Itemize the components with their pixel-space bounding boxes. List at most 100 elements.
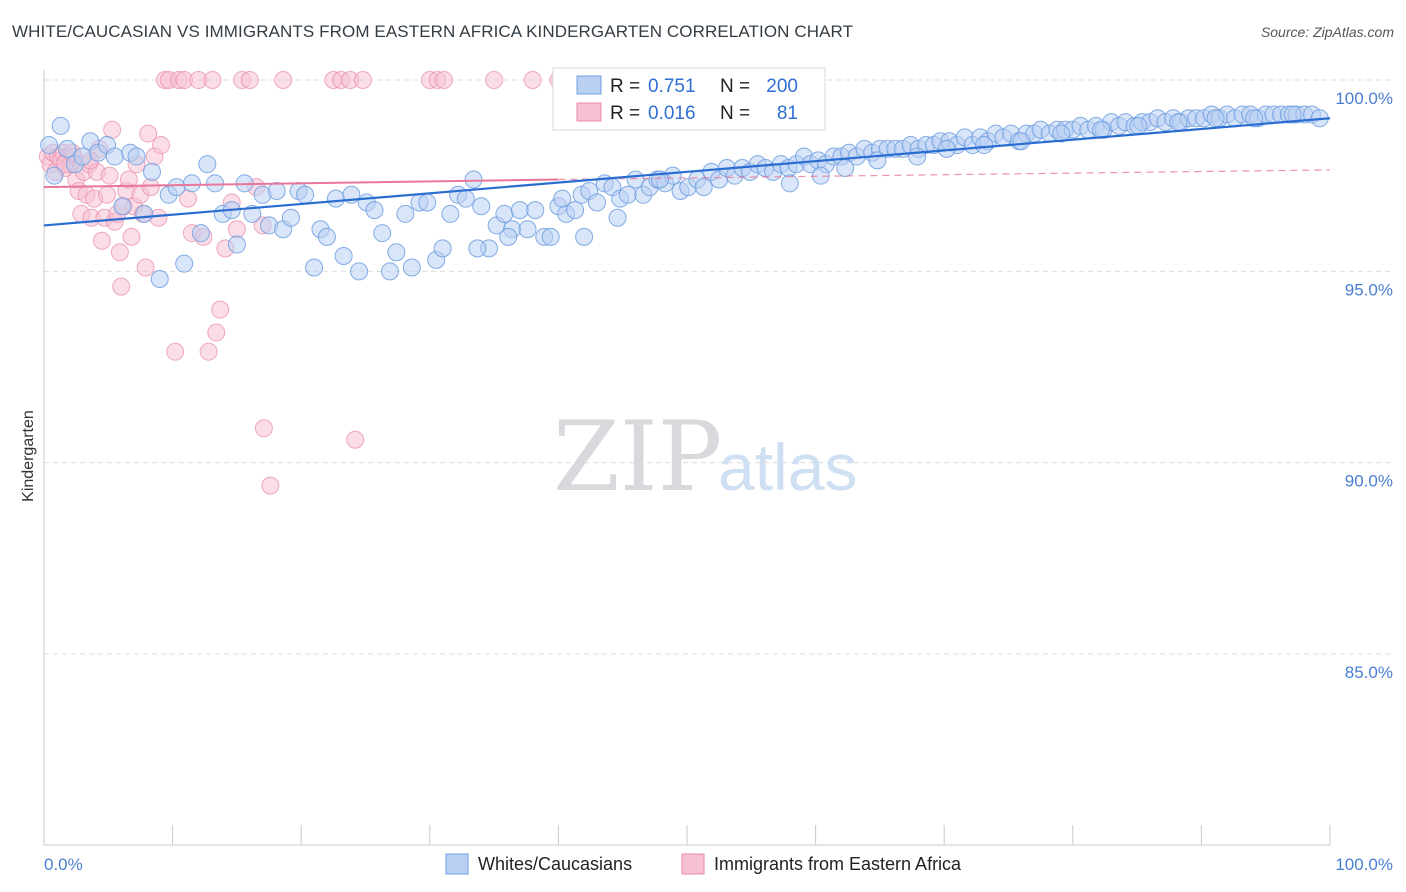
blue-point-46: [387, 243, 406, 262]
y-tick-label-1: 95.0%: [1345, 280, 1393, 299]
blue-point-20: [191, 224, 210, 243]
blue-point-17: [167, 178, 186, 197]
blue-point-30: [267, 181, 286, 200]
legend-pink-n-value: 81: [777, 103, 798, 124]
y-tick-label-0: 100.0%: [1335, 89, 1393, 108]
legend-pink-r-label: R =: [610, 103, 640, 124]
blue-point-47: [396, 204, 415, 223]
pink-point-31: [119, 170, 138, 189]
pink-point-32: [122, 227, 141, 246]
pink-point-55: [211, 300, 230, 319]
blue-point-57: [472, 197, 491, 216]
pink-series-points: [38, 71, 568, 495]
blue-point-48: [402, 258, 421, 277]
y-axis-label: Kindergarten: [20, 410, 37, 502]
trend-lines: [43, 117, 1331, 227]
pink-point-45: [166, 342, 185, 361]
pink-point-54: [207, 323, 226, 342]
pink-point-73: [434, 71, 453, 89]
bottom-legend-pink-swatch: [681, 853, 705, 875]
blue-point-34: [296, 185, 315, 204]
blue-point-45: [380, 262, 399, 281]
blue-point-0: [40, 136, 59, 155]
blue-point-53: [441, 204, 460, 223]
blue-point-187: [468, 239, 487, 258]
blue-point-18: [175, 254, 194, 273]
blue-point-184: [575, 227, 594, 246]
blue-point-64: [526, 201, 545, 220]
blue-point-72: [587, 193, 606, 212]
correlation-legend: R = 0.751 N = 200 R = 0.016 N = 81: [552, 67, 826, 131]
pink-point-28: [110, 243, 129, 262]
blue-point-21: [198, 155, 217, 174]
blue-point-3: [58, 139, 77, 158]
blue-point-69: [566, 201, 585, 220]
pink-point-69: [346, 430, 365, 449]
blue-point-32: [281, 208, 300, 227]
watermark-atlas: atlas: [718, 430, 857, 504]
pink-point-75: [523, 71, 542, 89]
legend-blue-n-label: N =: [720, 76, 750, 97]
blue-point-12: [127, 147, 146, 166]
pink-point-62: [254, 419, 273, 438]
pink-point-38: [139, 124, 158, 143]
pink-point-58: [227, 220, 246, 239]
pink-point-52: [199, 342, 218, 361]
blue-point-62: [510, 201, 529, 220]
blue-point-13: [135, 204, 154, 223]
bottom-legend-pink-label: Immigrants from Eastern Africa: [714, 854, 962, 874]
blue-point-37: [317, 227, 336, 246]
blue-point-186: [499, 227, 518, 246]
blue-point-173: [975, 136, 994, 155]
blue-point-39: [334, 247, 353, 266]
blue-point-171: [908, 147, 927, 166]
pink-point-63: [261, 476, 280, 495]
blue-point-176: [1092, 120, 1111, 139]
pink-trend-line: [43, 178, 559, 189]
blue-point-86: [694, 178, 713, 197]
blue-point-15: [150, 269, 169, 288]
watermark-zip: ZIP: [553, 401, 722, 513]
blue-point-183: [608, 208, 627, 227]
blue-point-9: [105, 147, 124, 166]
blue-point-43: [365, 201, 384, 220]
blue-point-169: [836, 159, 855, 178]
legend-pink-n-label: N =: [720, 103, 750, 124]
blue-point-174: [1012, 132, 1031, 151]
blue-point-55: [456, 189, 475, 208]
blue-trend-line: [43, 117, 1331, 227]
pink-trend-line-extension: [558, 169, 1331, 181]
x-tick-label-min: 0.0%: [44, 855, 83, 874]
bottom-legend-blue-swatch: [445, 853, 469, 875]
blue-point-177: [1129, 116, 1148, 135]
blue-point-38: [326, 189, 345, 208]
bottom-legend-blue-label: Whites/Caucasians: [478, 854, 632, 874]
legend-blue-r-label: R =: [610, 76, 640, 97]
pink-point-74: [485, 71, 504, 89]
blue-point-14: [143, 162, 162, 181]
blue-point-76: [618, 185, 637, 204]
blue-point-25: [227, 235, 246, 254]
blue-point-10: [113, 197, 132, 216]
pink-point-24: [100, 166, 119, 185]
y-tick-labels: 100.0% 95.0% 90.0% 85.0%: [1335, 89, 1393, 682]
blue-point-185: [553, 189, 572, 208]
blue-point-35: [305, 258, 324, 277]
legend-blue-r-value: 0.751: [648, 76, 696, 97]
pink-point-65: [274, 71, 293, 89]
blue-point-50: [418, 193, 437, 212]
blue-point-41: [350, 262, 369, 281]
blue-point-181: [1283, 105, 1302, 124]
legend-blue-swatch: [576, 75, 602, 95]
source-label: Source: ZipAtlas.com: [1260, 24, 1394, 40]
blue-point-175: [1052, 124, 1071, 143]
pink-point-25: [103, 120, 122, 139]
pink-point-23: [98, 185, 117, 204]
x-tick-label-max: 100.0%: [1335, 855, 1393, 874]
pink-point-39: [141, 178, 160, 197]
blue-point-66: [541, 227, 560, 246]
pink-point-60: [240, 71, 259, 89]
blue-point-167: [780, 174, 799, 193]
pink-point-53: [203, 71, 222, 89]
